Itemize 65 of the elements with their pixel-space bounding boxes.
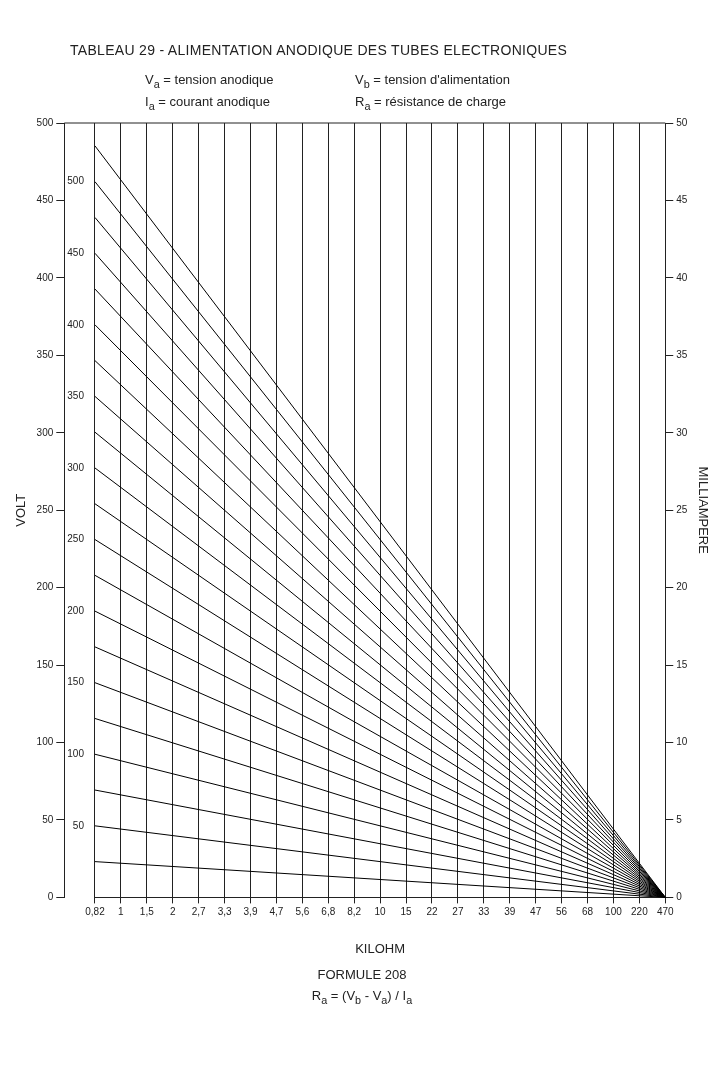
x-tick-label: 0,82: [85, 906, 106, 918]
x-tick-label: 3,3: [217, 906, 232, 918]
y3-tick-label: 50: [676, 116, 688, 128]
text: FORMULE 208: [316, 967, 408, 983]
text: R$_{a}$ = (V$_{b}$ - V$_{a}$) / I$_{a}$: [310, 988, 414, 1006]
y3-tick-label: 30: [676, 426, 688, 438]
chart-title: TABLEAU 29 - ALIMENTATION ANODIQUE DES TUBES ELECTRONIQUES: [70, 42, 569, 58]
x-tick-label: 5,6: [295, 906, 310, 918]
y3-tick-label: 25: [676, 504, 688, 516]
y-tick-label: 400: [36, 271, 54, 283]
x-tick-label: 8,2: [347, 906, 362, 918]
y3-tick-label: 45: [676, 194, 688, 206]
y2-tick-label: 150: [67, 676, 85, 688]
x-tick-label: 2: [169, 906, 176, 918]
x-tick-label: 220: [631, 906, 649, 918]
y2-tick-label: 200: [67, 605, 85, 617]
y2-tick-label: 500: [67, 175, 85, 187]
y2-tick-label: 250: [67, 533, 85, 545]
text: R$_{a}$ = résistance de charge: [355, 93, 507, 112]
y-axis-title: VOLT: [13, 493, 29, 527]
x-tick-label: 3,9: [243, 906, 258, 918]
x-tick-label: 6,8: [321, 906, 336, 918]
x-tick-label: 27: [452, 906, 464, 918]
y-tick-label: 100: [36, 736, 54, 748]
y-tick-label: 250: [36, 504, 54, 516]
x-tick-label: 1: [118, 906, 125, 918]
x-tick-label: 2,7: [191, 906, 207, 918]
x-tick-label: 100: [605, 906, 623, 918]
y3-tick-label: 35: [676, 349, 688, 361]
y3-axis-title: MILLIAMPERE: [695, 466, 711, 555]
x-tick-label: 4,7: [269, 906, 284, 918]
y3-tick-label: 20: [676, 581, 688, 593]
y-tick-label: 450: [36, 194, 54, 206]
y3-tick-label: 5: [676, 813, 683, 825]
x-tick-label: 22: [426, 906, 438, 918]
x-tick-label: 33: [478, 906, 490, 918]
text: I$_{a}$ = courant anodique: [145, 93, 271, 112]
x-tick-label: 56: [556, 906, 568, 918]
y-tick-label: 150: [36, 659, 54, 671]
y-tick-label: 350: [36, 349, 54, 361]
text: V$_{b}$ = tension d'alimentation: [355, 72, 511, 90]
text: V$_{a}$ = tension anodique: [145, 72, 275, 90]
y-tick-label: 200: [36, 581, 54, 593]
x-tick-label: 470: [656, 906, 675, 918]
y2-tick-label: 100: [67, 748, 85, 760]
y3-tick-label: 15: [676, 659, 688, 671]
y2-tick-label: 450: [67, 247, 85, 259]
x-tick-label: 68: [581, 906, 594, 918]
y-tick-label: 50: [42, 813, 54, 825]
x-tick-label: 47: [530, 906, 542, 918]
y2-tick-label: 50: [72, 819, 85, 831]
y2-tick-label: 350: [67, 390, 85, 402]
y-tick-label: 0: [47, 891, 54, 903]
y2-tick-label: 400: [67, 318, 85, 330]
y-tick-label: 300: [36, 426, 54, 438]
y3-tick-label: 40: [676, 271, 688, 283]
y-tick-label: 500: [36, 116, 54, 128]
x-axis-title: KILOHM: [355, 940, 406, 956]
x-tick-label: 15: [400, 906, 413, 918]
x-tick-label: 39: [504, 906, 516, 918]
y3-tick-label: 10: [676, 736, 688, 748]
y3-tick-label: 0: [676, 891, 683, 903]
x-tick-label: 10: [374, 906, 387, 918]
x-tick-label: 1,5: [139, 906, 155, 918]
y2-tick-label: 300: [67, 461, 85, 473]
